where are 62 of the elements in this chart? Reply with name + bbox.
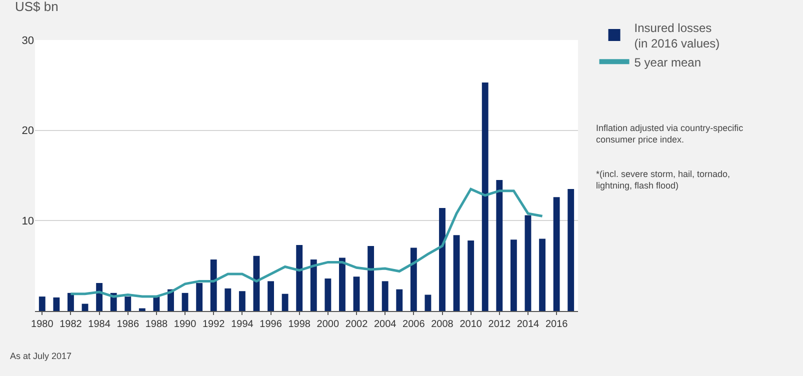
bar <box>224 288 232 311</box>
x-tick-label: 1982 <box>60 319 82 330</box>
bar <box>268 281 274 311</box>
bar <box>196 283 203 311</box>
x-tick-label: 2002 <box>345 319 368 330</box>
bar <box>53 297 60 311</box>
bar <box>453 235 460 311</box>
y-tick-label: 30 <box>22 34 34 47</box>
bar <box>496 180 503 311</box>
bar <box>82 304 88 311</box>
bar <box>210 260 217 311</box>
x-tick-label: 1998 <box>288 319 311 330</box>
bar <box>238 291 246 311</box>
y-tick-label: 10 <box>22 216 34 228</box>
bar <box>424 294 432 311</box>
bar <box>68 292 74 311</box>
text: *(incl. severe storm, hail, tornado, lightning, flash flood) <box>596 169 730 191</box>
bar <box>353 276 360 311</box>
x-tick-label: 1992 <box>202 319 226 330</box>
x-tick-label: 1986 <box>116 319 140 330</box>
bar <box>396 289 403 311</box>
x-tick-label: 1994 <box>231 319 254 330</box>
line-series <box>69 188 544 298</box>
y-axis-title: US$ bn <box>15 0 58 14</box>
bar <box>138 308 146 311</box>
bar <box>410 248 417 311</box>
bar <box>124 296 132 311</box>
legend-label: 5 year mean <box>634 55 701 70</box>
bar <box>38 296 46 311</box>
bar <box>439 208 446 311</box>
x-tick-label: 1990 <box>174 319 197 330</box>
x-tick-label: 2006 <box>402 319 426 330</box>
bar <box>296 245 303 311</box>
x-tick-label: 2000 <box>316 319 340 330</box>
bar <box>510 240 517 311</box>
bar <box>282 294 288 311</box>
bar <box>382 281 388 311</box>
bar <box>324 278 332 311</box>
x-tick-label: 2004 <box>374 319 397 330</box>
x-tick-label: 2016 <box>545 319 568 330</box>
bar <box>524 215 532 311</box>
bar <box>482 82 488 311</box>
text: Inflation adjusted via country-specific consumer price index. <box>596 123 744 145</box>
x-tick-label: 2010 <box>460 319 482 330</box>
x-tick-label: 1996 <box>260 319 282 330</box>
bar <box>368 246 374 311</box>
legend-label: Insured losses (in 2016 values) <box>634 20 720 50</box>
bar <box>310 260 317 311</box>
x-tick-label: 1980 <box>31 319 54 330</box>
bar <box>339 258 346 311</box>
text: As at July 2017 <box>10 351 72 361</box>
x-tick-label: 2008 <box>431 319 454 330</box>
x-tick-label: 1984 <box>88 319 111 330</box>
x-tick-label: 1988 <box>145 319 168 330</box>
bar <box>539 238 546 311</box>
bar <box>568 189 574 311</box>
x-tick-label: 2014 <box>516 319 540 330</box>
bar <box>182 292 188 311</box>
bar <box>553 197 560 311</box>
y-tick-label: 20 <box>22 125 34 138</box>
bar <box>468 240 474 311</box>
x-tick-label: 2012 <box>488 319 511 330</box>
